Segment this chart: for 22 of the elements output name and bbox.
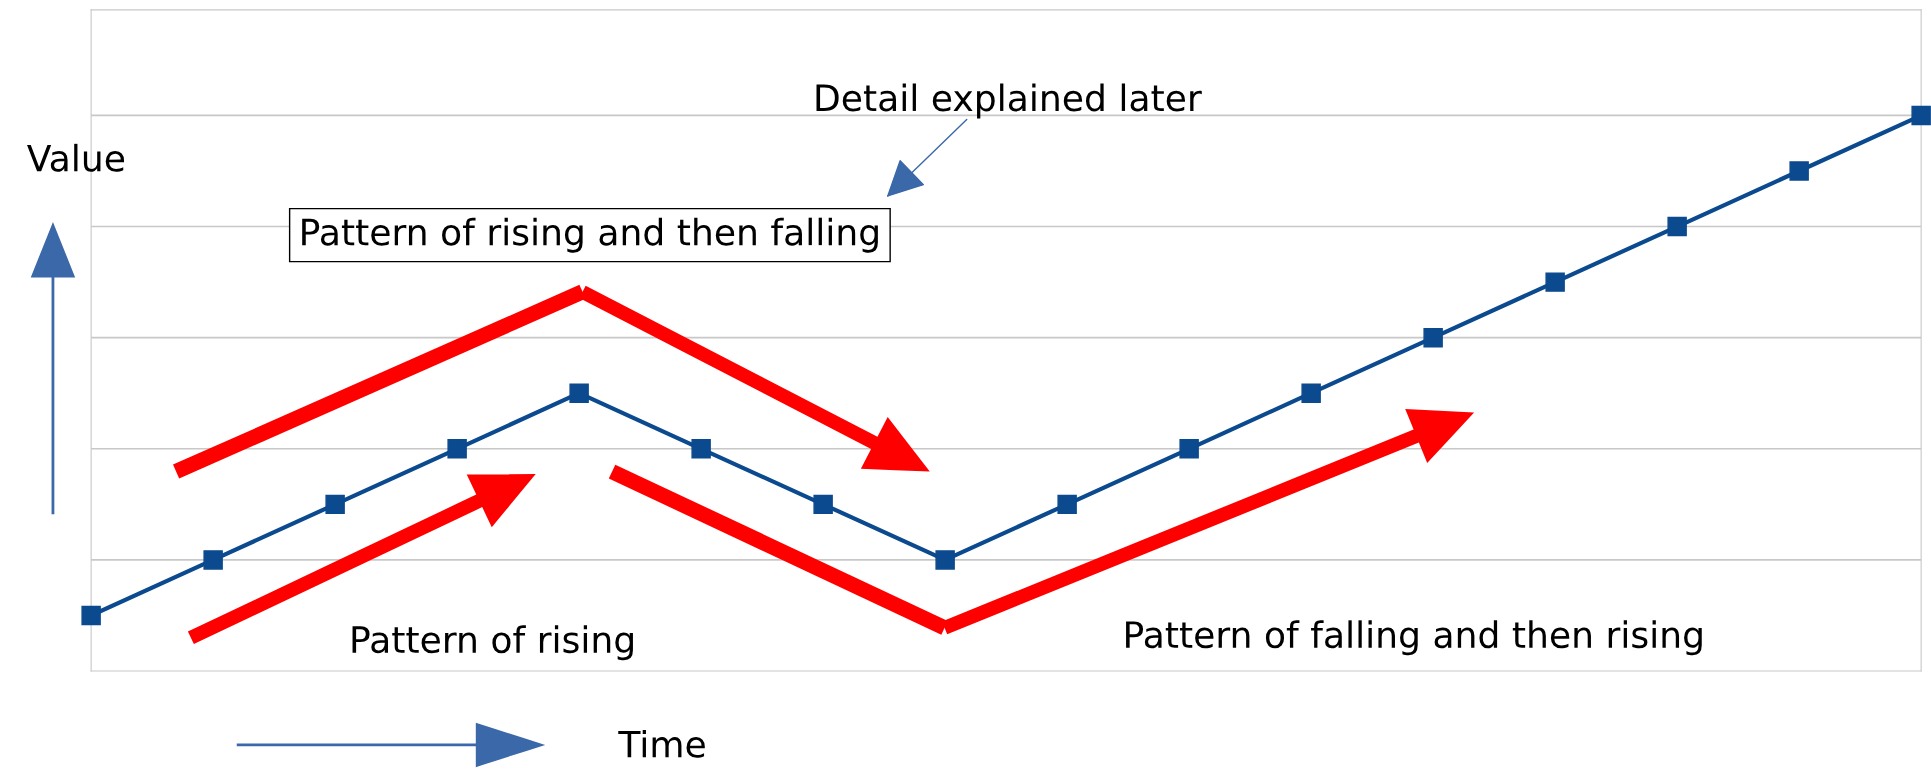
point [1057, 494, 1077, 515]
point [1789, 161, 1809, 181]
point [813, 494, 833, 515]
point [203, 550, 223, 570]
point [1301, 383, 1321, 403]
point [569, 383, 589, 403]
point [1545, 272, 1565, 292]
annotation: Pattern of rising [352, 625, 633, 661]
point [1423, 327, 1443, 348]
annotation: Pattern of falling and then rising [1126, 620, 1702, 656]
point [1667, 216, 1687, 237]
annotation: Detail explained later [816, 83, 1202, 119]
point [1911, 105, 1931, 126]
x-axis-title: Time [618, 729, 705, 758]
point [447, 439, 467, 459]
point [325, 494, 345, 515]
point [935, 550, 955, 570]
annotation: Pattern of rising and then falling [302, 217, 878, 253]
point [81, 605, 101, 626]
y-axis-title: Value [27, 143, 125, 172]
point [691, 439, 711, 459]
point [1179, 439, 1199, 459]
